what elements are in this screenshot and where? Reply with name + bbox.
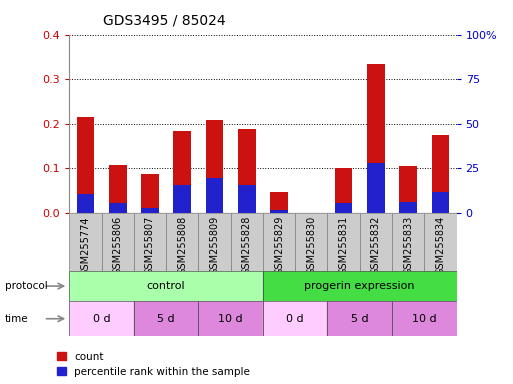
Text: GSM255829: GSM255829: [274, 216, 284, 275]
Bar: [367, 64, 385, 213]
Bar: [69, 271, 263, 301]
Bar: [166, 213, 199, 271]
Bar: [263, 301, 327, 336]
Bar: [327, 213, 360, 271]
Bar: [424, 213, 457, 271]
Text: time: time: [5, 314, 29, 324]
Text: 5 d: 5 d: [157, 314, 175, 324]
Bar: [392, 213, 424, 271]
Bar: [206, 120, 223, 213]
Bar: [327, 301, 392, 336]
Text: 10 d: 10 d: [219, 314, 243, 324]
Bar: [69, 301, 134, 336]
Bar: [141, 208, 159, 213]
Text: progerin expression: progerin expression: [305, 281, 415, 291]
Bar: [392, 301, 457, 336]
Text: GSM255832: GSM255832: [371, 216, 381, 275]
Text: GSM255807: GSM255807: [145, 216, 155, 275]
Bar: [134, 213, 166, 271]
Bar: [367, 163, 385, 213]
Bar: [76, 117, 94, 213]
Bar: [199, 301, 263, 336]
Bar: [173, 185, 191, 213]
Text: GSM255809: GSM255809: [209, 216, 220, 275]
Bar: [238, 129, 255, 213]
Bar: [360, 213, 392, 271]
Text: control: control: [147, 281, 185, 291]
Bar: [295, 213, 327, 271]
Text: GSM255774: GSM255774: [81, 216, 90, 275]
Text: 10 d: 10 d: [412, 314, 437, 324]
Bar: [424, 213, 457, 271]
Bar: [327, 301, 392, 336]
Bar: [270, 192, 288, 213]
Bar: [392, 301, 457, 336]
Text: 0 d: 0 d: [93, 314, 110, 324]
Bar: [431, 135, 449, 213]
Bar: [431, 192, 449, 213]
Text: GSM255828: GSM255828: [242, 216, 252, 275]
Text: GSM255830: GSM255830: [306, 216, 317, 275]
Text: GSM255833: GSM255833: [403, 216, 413, 275]
Bar: [134, 213, 166, 271]
Bar: [109, 165, 127, 213]
Bar: [206, 178, 223, 213]
Text: GSM255806: GSM255806: [113, 216, 123, 275]
Bar: [69, 213, 102, 271]
Bar: [263, 213, 295, 271]
Text: GDS3495 / 85024: GDS3495 / 85024: [103, 13, 225, 27]
Bar: [166, 213, 199, 271]
Text: GSM255831: GSM255831: [339, 216, 349, 275]
Bar: [334, 168, 352, 213]
Bar: [69, 271, 263, 301]
Bar: [199, 301, 263, 336]
Text: protocol: protocol: [5, 281, 48, 291]
Bar: [69, 213, 102, 271]
Bar: [327, 213, 360, 271]
Bar: [392, 213, 424, 271]
Text: GSM255834: GSM255834: [436, 216, 445, 275]
Bar: [231, 213, 263, 271]
Bar: [263, 213, 295, 271]
Bar: [295, 213, 327, 271]
Bar: [102, 213, 134, 271]
Bar: [69, 301, 134, 336]
Bar: [334, 203, 352, 213]
Bar: [399, 202, 417, 213]
Bar: [134, 301, 199, 336]
Legend: count, percentile rank within the sample: count, percentile rank within the sample: [56, 352, 250, 377]
Bar: [109, 203, 127, 213]
Bar: [231, 213, 263, 271]
Bar: [263, 271, 457, 301]
Text: 0 d: 0 d: [286, 314, 304, 324]
Bar: [102, 213, 134, 271]
Bar: [270, 210, 288, 213]
Bar: [263, 271, 457, 301]
Bar: [263, 301, 327, 336]
Bar: [360, 213, 392, 271]
Bar: [399, 166, 417, 213]
Bar: [76, 194, 94, 213]
Text: GSM255808: GSM255808: [177, 216, 187, 275]
Bar: [141, 174, 159, 213]
Bar: [199, 213, 231, 271]
Bar: [173, 131, 191, 213]
Bar: [134, 301, 199, 336]
Bar: [238, 185, 255, 213]
Text: 5 d: 5 d: [351, 314, 368, 324]
Bar: [199, 213, 231, 271]
